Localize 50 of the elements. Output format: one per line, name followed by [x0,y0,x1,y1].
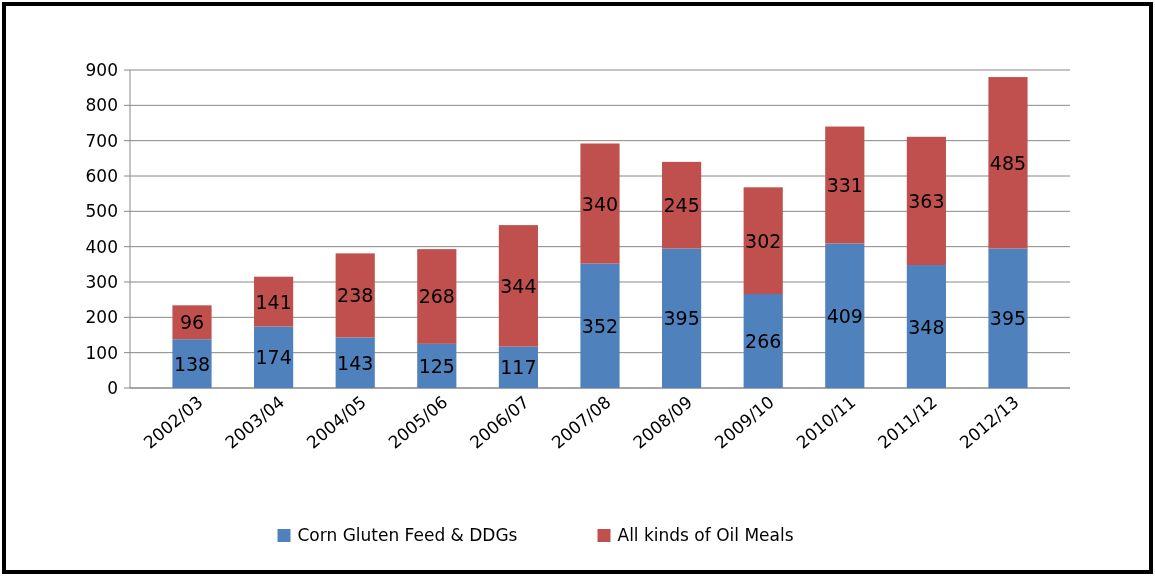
data-label: 138 [173,352,211,375]
data-label: 268 [418,285,455,308]
bar [988,77,1028,249]
y-tick-label: 400 [85,236,118,257]
bar [580,263,620,388]
data-label: 125 [418,354,455,377]
data-label: 238 [337,284,374,307]
bar [825,243,865,388]
bar [580,143,620,264]
data-label: 96 [179,311,205,334]
y-tick-label: 100 [85,342,118,363]
data-label: 352 [581,314,619,337]
data-label: 245 [663,194,700,217]
y-tick-label: 900 [85,60,118,80]
bar [743,187,783,295]
y-tick-label: 600 [85,166,118,186]
legend-label: All kinds of Oil Meals [617,525,794,545]
data-label: 395 [989,307,1027,330]
y-tick-label: 0 [107,378,118,398]
data-label: 344 [500,274,537,297]
data-label: 141 [255,290,292,313]
data-label: 395 [663,307,700,330]
y-tick-label: 800 [85,95,118,116]
bar [743,294,783,388]
bar [417,249,457,344]
bar [825,126,865,244]
data-label: 348 [908,315,945,338]
data-label: 143 [337,351,374,374]
data-label: 363 [908,189,945,212]
bar [335,253,375,338]
data-label: 117 [500,356,537,379]
data-label: 485 [989,151,1027,174]
bar [988,248,1028,388]
bar [662,161,702,249]
data-label: 174 [255,346,292,369]
data-label: 340 [581,192,619,215]
bar [254,326,294,388]
data-label: 302 [745,229,782,252]
legend-label: Corn Gluten Feed & DDGs [297,525,518,545]
y-tick-label: 700 [85,130,118,151]
y-tick-label: 300 [85,272,118,292]
bar [906,265,946,388]
bar [498,225,538,347]
y-tick-label: 200 [85,307,118,328]
data-label: 409 [826,304,863,327]
bar [906,136,946,266]
data-label: 266 [745,330,782,353]
y-tick-label: 500 [85,201,118,222]
data-label: 331 [826,174,863,197]
bar [662,248,702,388]
